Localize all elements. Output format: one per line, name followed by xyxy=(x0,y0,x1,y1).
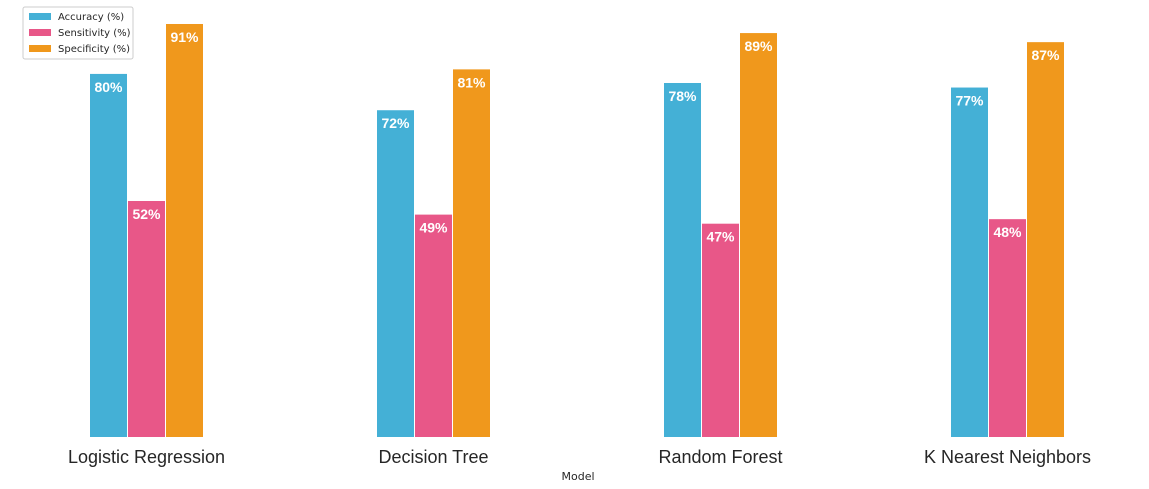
bar-random-forest-specificity xyxy=(740,33,777,438)
data-label-logistic-regression-sensitivity: 52% xyxy=(132,206,161,222)
data-label-decision-tree-specificity: 81% xyxy=(457,74,486,90)
x-tick-labels: Logistic Regression Decision Tree Random F… xyxy=(68,447,1091,467)
legend-swatch-specificity xyxy=(29,45,51,52)
x-tick-label-k-nearest-neighbors: K Nearest Neighbors xyxy=(924,447,1091,467)
data-label-random-forest-accuracy: 78% xyxy=(668,88,697,104)
bar-logistic-regression-sensitivity xyxy=(128,200,165,437)
bar-k-nearest-neighbors-sensitivity xyxy=(989,219,1026,437)
x-tick-label-logistic-regression: Logistic Regression xyxy=(68,447,225,467)
legend-label-accuracy: Accuracy (%) xyxy=(58,12,124,23)
bar-decision-tree-accuracy xyxy=(377,110,414,437)
legend-label-specificity: Specificity (%) xyxy=(58,44,130,55)
bar-logistic-regression-accuracy xyxy=(90,73,127,438)
data-label-decision-tree-sensitivity: 49% xyxy=(419,220,448,236)
bar-k-nearest-neighbors-specificity xyxy=(1027,42,1064,437)
data-label-random-forest-sensitivity: 47% xyxy=(706,229,735,245)
data-label-k-nearest-neighbors-sensitivity: 48% xyxy=(993,224,1022,240)
data-label-k-nearest-neighbors-specificity: 87% xyxy=(1031,47,1060,63)
x-tick-label-random-forest: Random Forest xyxy=(658,447,782,467)
bar-random-forest-accuracy xyxy=(664,82,701,437)
bar-decision-tree-sensitivity xyxy=(415,214,452,437)
bar-logistic-regression-specificity xyxy=(166,23,203,438)
bar-labels-group: 80% 52% 91% 72% 49% 81% 78% 47% 89% 77% 48% 87% xyxy=(94,29,1060,245)
data-label-k-nearest-neighbors-accuracy: 77% xyxy=(955,93,984,109)
data-label-decision-tree-accuracy: 72% xyxy=(381,115,410,131)
legend-swatch-sensitivity xyxy=(29,29,51,36)
data-label-random-forest-specificity: 89% xyxy=(744,38,773,54)
x-axis-label: Model xyxy=(561,470,594,483)
x-tick-label-decision-tree: Decision Tree xyxy=(378,447,488,467)
bar-random-forest-sensitivity xyxy=(702,223,739,437)
bar-k-nearest-neighbors-accuracy xyxy=(951,87,988,438)
data-label-logistic-regression-accuracy: 80% xyxy=(94,79,123,95)
bars-group xyxy=(90,23,1064,438)
legend-swatch-accuracy xyxy=(29,13,51,20)
legend-items: Accuracy (%) Sensitivity (%) Specificity (… xyxy=(29,12,131,55)
bar-decision-tree-specificity xyxy=(453,69,490,437)
legend-label-sensitivity: Sensitivity (%) xyxy=(58,28,131,39)
legend: Accuracy (%) Sensitivity (%) Specificity (… xyxy=(22,6,134,60)
data-label-logistic-regression-specificity: 91% xyxy=(170,29,199,45)
